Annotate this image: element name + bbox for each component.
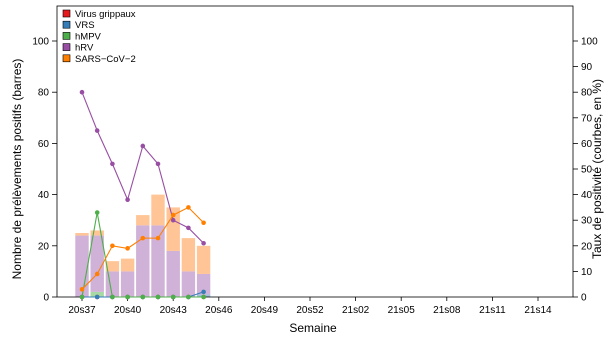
axes-layer: 0 20 40 60 80 100 0 10 20 30 40 50 60 70 80 90 100 20s37 2…	[32, 5, 598, 316]
y-left-tick-label-20: 20	[38, 241, 50, 252]
bar-hrv-20s39	[105, 271, 120, 297]
point-hrv-20s37	[79, 89, 85, 95]
point-hrv-20s41	[140, 143, 146, 149]
point-hmpv-20s44	[186, 294, 191, 300]
x-tick-label-20s43: 20s43	[160, 305, 188, 316]
point-vrs-20s45	[201, 289, 206, 295]
y-right-tick-label-50: 50	[581, 165, 593, 176]
point-hrv-20s40	[125, 197, 130, 203]
point-hmpv-20s42	[155, 294, 161, 300]
legend-label-vrs: VRS	[75, 20, 95, 31]
x-tick-label-21s02: 21s02	[342, 305, 370, 316]
y-right-tick-label-70: 70	[581, 113, 593, 124]
point-hmpv-20s38	[94, 210, 100, 215]
legend-swatch-virus-grippaux	[62, 9, 71, 18]
bar-sars-cov-2-20s38	[90, 230, 104, 236]
point-hmpv-20s45	[201, 294, 206, 300]
point-sars-cov-2-20s40	[125, 246, 130, 251]
x-tick-label-21s08: 21s08	[433, 305, 461, 316]
lines-layer	[79, 89, 206, 300]
y-left-tick-label-0: 0	[43, 293, 49, 304]
legend-swatch-vrs	[62, 20, 71, 29]
x-tick-label-20s52: 20s52	[296, 305, 324, 316]
legend-swatch-hmpv	[62, 32, 71, 40]
point-hmpv-20s37	[79, 294, 85, 300]
point-sars-cov-2-20s44	[186, 205, 191, 210]
legend-label-hmpv: hMPV	[75, 31, 102, 42]
y-right-tick-label-0: 0	[581, 293, 587, 304]
bar-hrv-20s37	[75, 235, 89, 297]
point-sars-cov-2-20s42	[155, 235, 161, 241]
x-tick-label-21s11: 21s11	[479, 305, 506, 316]
bar-sars-cov-2-20s40	[120, 258, 135, 272]
bar-sars-cov-2-20s43	[166, 207, 180, 251]
point-hrv-20s43	[170, 217, 176, 223]
x-tick-label-20s40: 20s40	[114, 305, 142, 316]
point-hrv-20s39	[110, 161, 115, 167]
y-left-tick-label-100: 100	[32, 37, 49, 48]
point-hrv-20s44	[186, 225, 191, 231]
point-sars-cov-2-20s39	[110, 243, 115, 249]
bar-sars-cov-2-20s41	[136, 215, 150, 226]
x-tick-label-20s46: 20s46	[205, 305, 233, 316]
x-tick-label-21s05: 21s05	[388, 305, 416, 316]
point-sars-cov-2-20s37	[79, 287, 85, 292]
point-hrv-20s38	[94, 128, 100, 133]
y-right-tick-label-30: 30	[581, 216, 593, 227]
bar-hrv-20s42	[151, 225, 165, 297]
y-right-tick-label-20: 20	[581, 241, 593, 252]
point-hrv-20s42	[155, 161, 161, 167]
point-hmpv-20s41	[140, 294, 146, 300]
bar-hrv-20s40	[120, 271, 135, 297]
x-axis-title: Semaine	[289, 321, 337, 335]
bar-sars-cov-2-20s39	[105, 261, 120, 272]
y-right-tick-label-40: 40	[581, 190, 593, 201]
point-sars-cov-2-20s38	[94, 271, 100, 277]
point-hmpv-20s39	[110, 294, 115, 300]
y-axis-left-title: Nombre de prélèvements positifs (barres)	[10, 59, 24, 280]
bar-hrv-20s44	[181, 271, 196, 297]
bar-sars-cov-2-20s45	[196, 245, 211, 274]
legend-label-sars-cov-2: SARS−CoV−2	[75, 54, 136, 65]
legend-swatch-sars-cov-2	[62, 54, 71, 63]
bar-sars-cov-2-20s44	[181, 238, 196, 272]
plot-frame	[56, 5, 574, 298]
y-axis-right-title: Taux de positivité (courbes, en %)	[590, 79, 604, 259]
y-left-tick-label-60: 60	[38, 139, 50, 150]
bar-hrv-20s43	[166, 250, 180, 297]
legend-label-virus-grippaux: Virus grippaux	[75, 9, 136, 20]
y-right-tick-label-10: 10	[581, 267, 593, 278]
point-sars-cov-2-20s45	[201, 220, 206, 226]
bars-layer	[75, 194, 211, 297]
bar-sars-cov-2-20s42	[151, 194, 165, 226]
point-sars-cov-2-20s41	[140, 235, 146, 241]
y-left-tick-label-40: 40	[38, 190, 50, 201]
bar-hrv-20s38	[90, 235, 104, 292]
x-tick-label-20s37: 20s37	[68, 305, 96, 316]
point-vrs-20s38	[94, 294, 100, 300]
x-tick-label-21s14: 21s14	[524, 305, 552, 316]
y-right-tick-label-80: 80	[581, 88, 593, 99]
y-right-tick-label-60: 60	[581, 139, 593, 150]
legend-label-hrv: hRV	[75, 43, 94, 54]
y-right-tick-label-90: 90	[581, 62, 593, 73]
y-right-tick-label-100: 100	[581, 37, 598, 48]
point-hmpv-20s40	[125, 294, 130, 300]
bar-hmpv-20s38	[90, 291, 104, 297]
bar-hrv-20s41	[136, 225, 150, 297]
point-sars-cov-2-20s43	[170, 212, 176, 218]
point-hmpv-20s43	[170, 294, 176, 300]
point-hrv-20s45	[201, 240, 206, 246]
bar-hrv-20s45	[196, 273, 211, 295]
x-tick-label-20s49: 20s49	[251, 305, 279, 316]
bar-sars-cov-2-20s37	[75, 233, 89, 236]
legend-swatch-hrv	[62, 43, 71, 51]
y-left-tick-label-80: 80	[38, 88, 50, 99]
